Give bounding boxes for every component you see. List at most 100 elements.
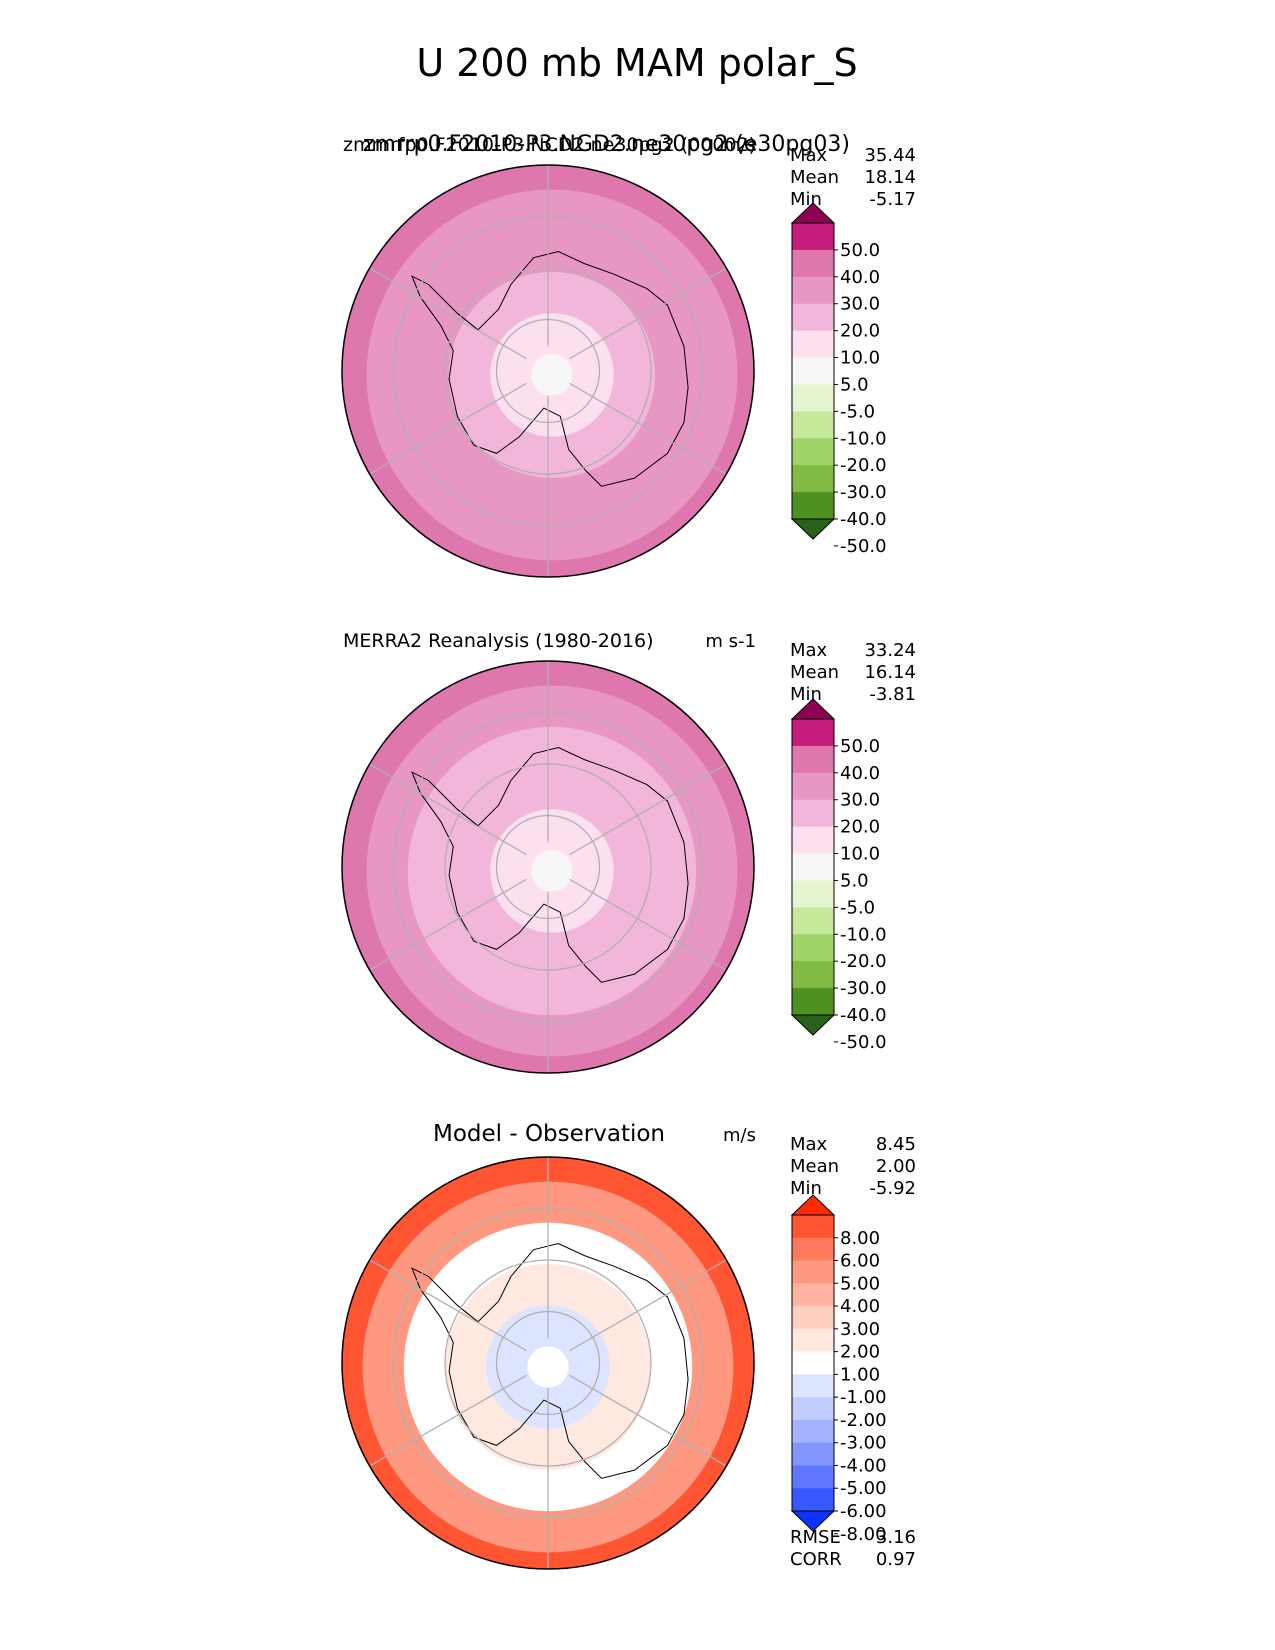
graticule-lon [569,763,727,856]
colorbar-tick-label: -20.0 [840,951,887,972]
min-value: -3.81 [869,684,916,705]
colorbar-bin [792,303,834,332]
colorbar-tick-label: 40.0 [840,267,880,288]
graticule-lon [369,267,527,360]
colorbar-bin [792,1397,834,1421]
map-boundary [341,1156,755,1570]
mean-label: Mean [790,662,839,683]
panel-reference: MERRA2 Reanalysis (1980-2016) m s-1 Max … [341,630,916,1074]
colorbar-tick-label: -8.00 [840,1524,887,1545]
max-value: 35.44 [864,145,916,166]
colorbar-tick-label: 5.0 [840,870,869,891]
colorbar-bin [792,880,834,908]
colorbar-tick-label: -6.00 [840,1501,887,1522]
max-value: 8.45 [876,1134,916,1155]
graticule-lon [569,1374,727,1467]
colorbar-tick-label: 4.00 [840,1296,880,1317]
colorbar-bin [792,1488,834,1512]
colorbar-bin [792,1283,834,1307]
panel-difference-colorbar: 8.006.005.004.003.002.001.00-1.00-2.00-3… [790,1194,887,1545]
map-boundary [341,164,755,578]
colorbar-bin [792,934,834,962]
colorbar-bin [792,799,834,828]
colorbar-tick-label: -4.00 [840,1455,887,1476]
max-label: Max [790,640,828,661]
colorbar-tick-label: -5.0 [840,897,875,918]
corr-label: CORR [790,1549,842,1570]
panel-model-title-overlap: zmrrp0.F2010-P3.NGD2.ne30pg2 (e30pg03) [363,132,850,157]
graticule-lon [369,878,527,971]
colorbar-tick-label: -10.0 [840,428,887,449]
colorbar-bin [792,961,834,989]
panel-model-stats: Max 35.44 Mean 18.14 Min -5.17 [790,145,916,210]
colorbar-bin [792,1237,834,1262]
colorbar-bin [792,988,834,1016]
colorbar-bin [792,1351,834,1375]
colorbar-tick-label: 8.00 [840,1228,880,1249]
colorbar-tick-label: 20.0 [840,321,880,342]
colorbar-tick-label: 2.00 [840,1342,880,1363]
colorbar-bin [792,853,834,881]
min-label: Min [790,684,822,705]
colorbar-bin [792,438,834,466]
graticule-lon [569,382,727,475]
colorbar-bin [792,1260,834,1284]
coastline [411,250,689,487]
colorbar-tick-label: 10.0 [840,844,880,865]
colorbar-bin [792,826,834,855]
colorbar-tick-label: 5.00 [840,1273,880,1294]
colorbar-frame [791,222,835,520]
colorbar-tick-label: -10.0 [840,924,887,945]
colorbar-bin [792,492,834,520]
mean-label: Mean [790,1156,839,1177]
panel-difference-map [341,1156,755,1570]
mean-value: 18.14 [864,167,916,188]
colorbar-tick-label: 1.00 [840,1364,880,1385]
panel-difference-units: m/s [723,1125,756,1146]
colorbar-tick-label: -5.0 [840,401,875,422]
max-label: Max [790,145,828,166]
colorbar-tick-label: -40.0 [840,509,887,530]
corr-value: 0.97 [876,1549,916,1570]
panel-reference-map [341,660,755,1074]
min-label: Min [790,1178,822,1199]
colorbar-bin [792,1465,834,1489]
colorbar-bin [792,745,834,774]
contour-band--90 [527,1346,569,1388]
colorbar-tick-label: -50.0 [840,1032,887,1053]
colorbar-tick-label: -30.0 [840,978,887,999]
colorbar-tick-label: 30.0 [840,790,880,811]
panel-model-map [341,164,755,578]
graticule-lon [369,1259,527,1352]
colorbar-tick-label: -3.00 [840,1433,887,1454]
colorbar-frame [791,718,835,1016]
colorbar-tick-label: 20.0 [840,817,880,838]
colorbar-tick-label: -5.00 [840,1478,887,1499]
colorbar-tick-label: 6.00 [840,1251,880,1272]
colorbar-bin [792,1442,834,1466]
colorbar-bin [792,223,834,251]
mean-label: Mean [790,167,839,188]
colorbar-tick-label: 5.0 [840,374,869,395]
panel-reference-title: MERRA2 Reanalysis (1980-2016) [343,630,654,652]
colorbar-tick-label: -1.00 [840,1387,887,1408]
contour-band--90 [531,850,573,892]
max-label: Max [790,1134,828,1155]
colorbar-bin [792,330,834,359]
graticule-lon [569,1259,727,1352]
colorbar-tick-label: 30.0 [840,294,880,315]
colorbar-tick-label: -50.0 [840,536,887,557]
panel-difference: Model - Observation m/s Max 8.45 Mean 2.… [341,1121,916,1570]
colorbar-bin [792,719,834,747]
panel-model-colorbar: 50.0 40.0 30.0 20.0 10.0 5.0 -5.0 -10.0 -20.0 -30… [790,202,887,557]
rmse-value: 3.16 [876,1527,916,1548]
panel-model: zmmrfp0.F2010-P3.NCD2.ne30pg2 (00002) zm… [341,132,916,578]
graticule-lon [569,878,727,971]
graticule-lon [369,382,527,475]
panel-model-title: zmmrfp0.F2010-P3.NCD2.ne30pg2 (00002) [343,134,756,156]
graticule-lon [369,763,527,856]
colorbar-bin [792,411,834,439]
coastline [411,1242,689,1479]
colorbar-extend-min [790,518,836,540]
